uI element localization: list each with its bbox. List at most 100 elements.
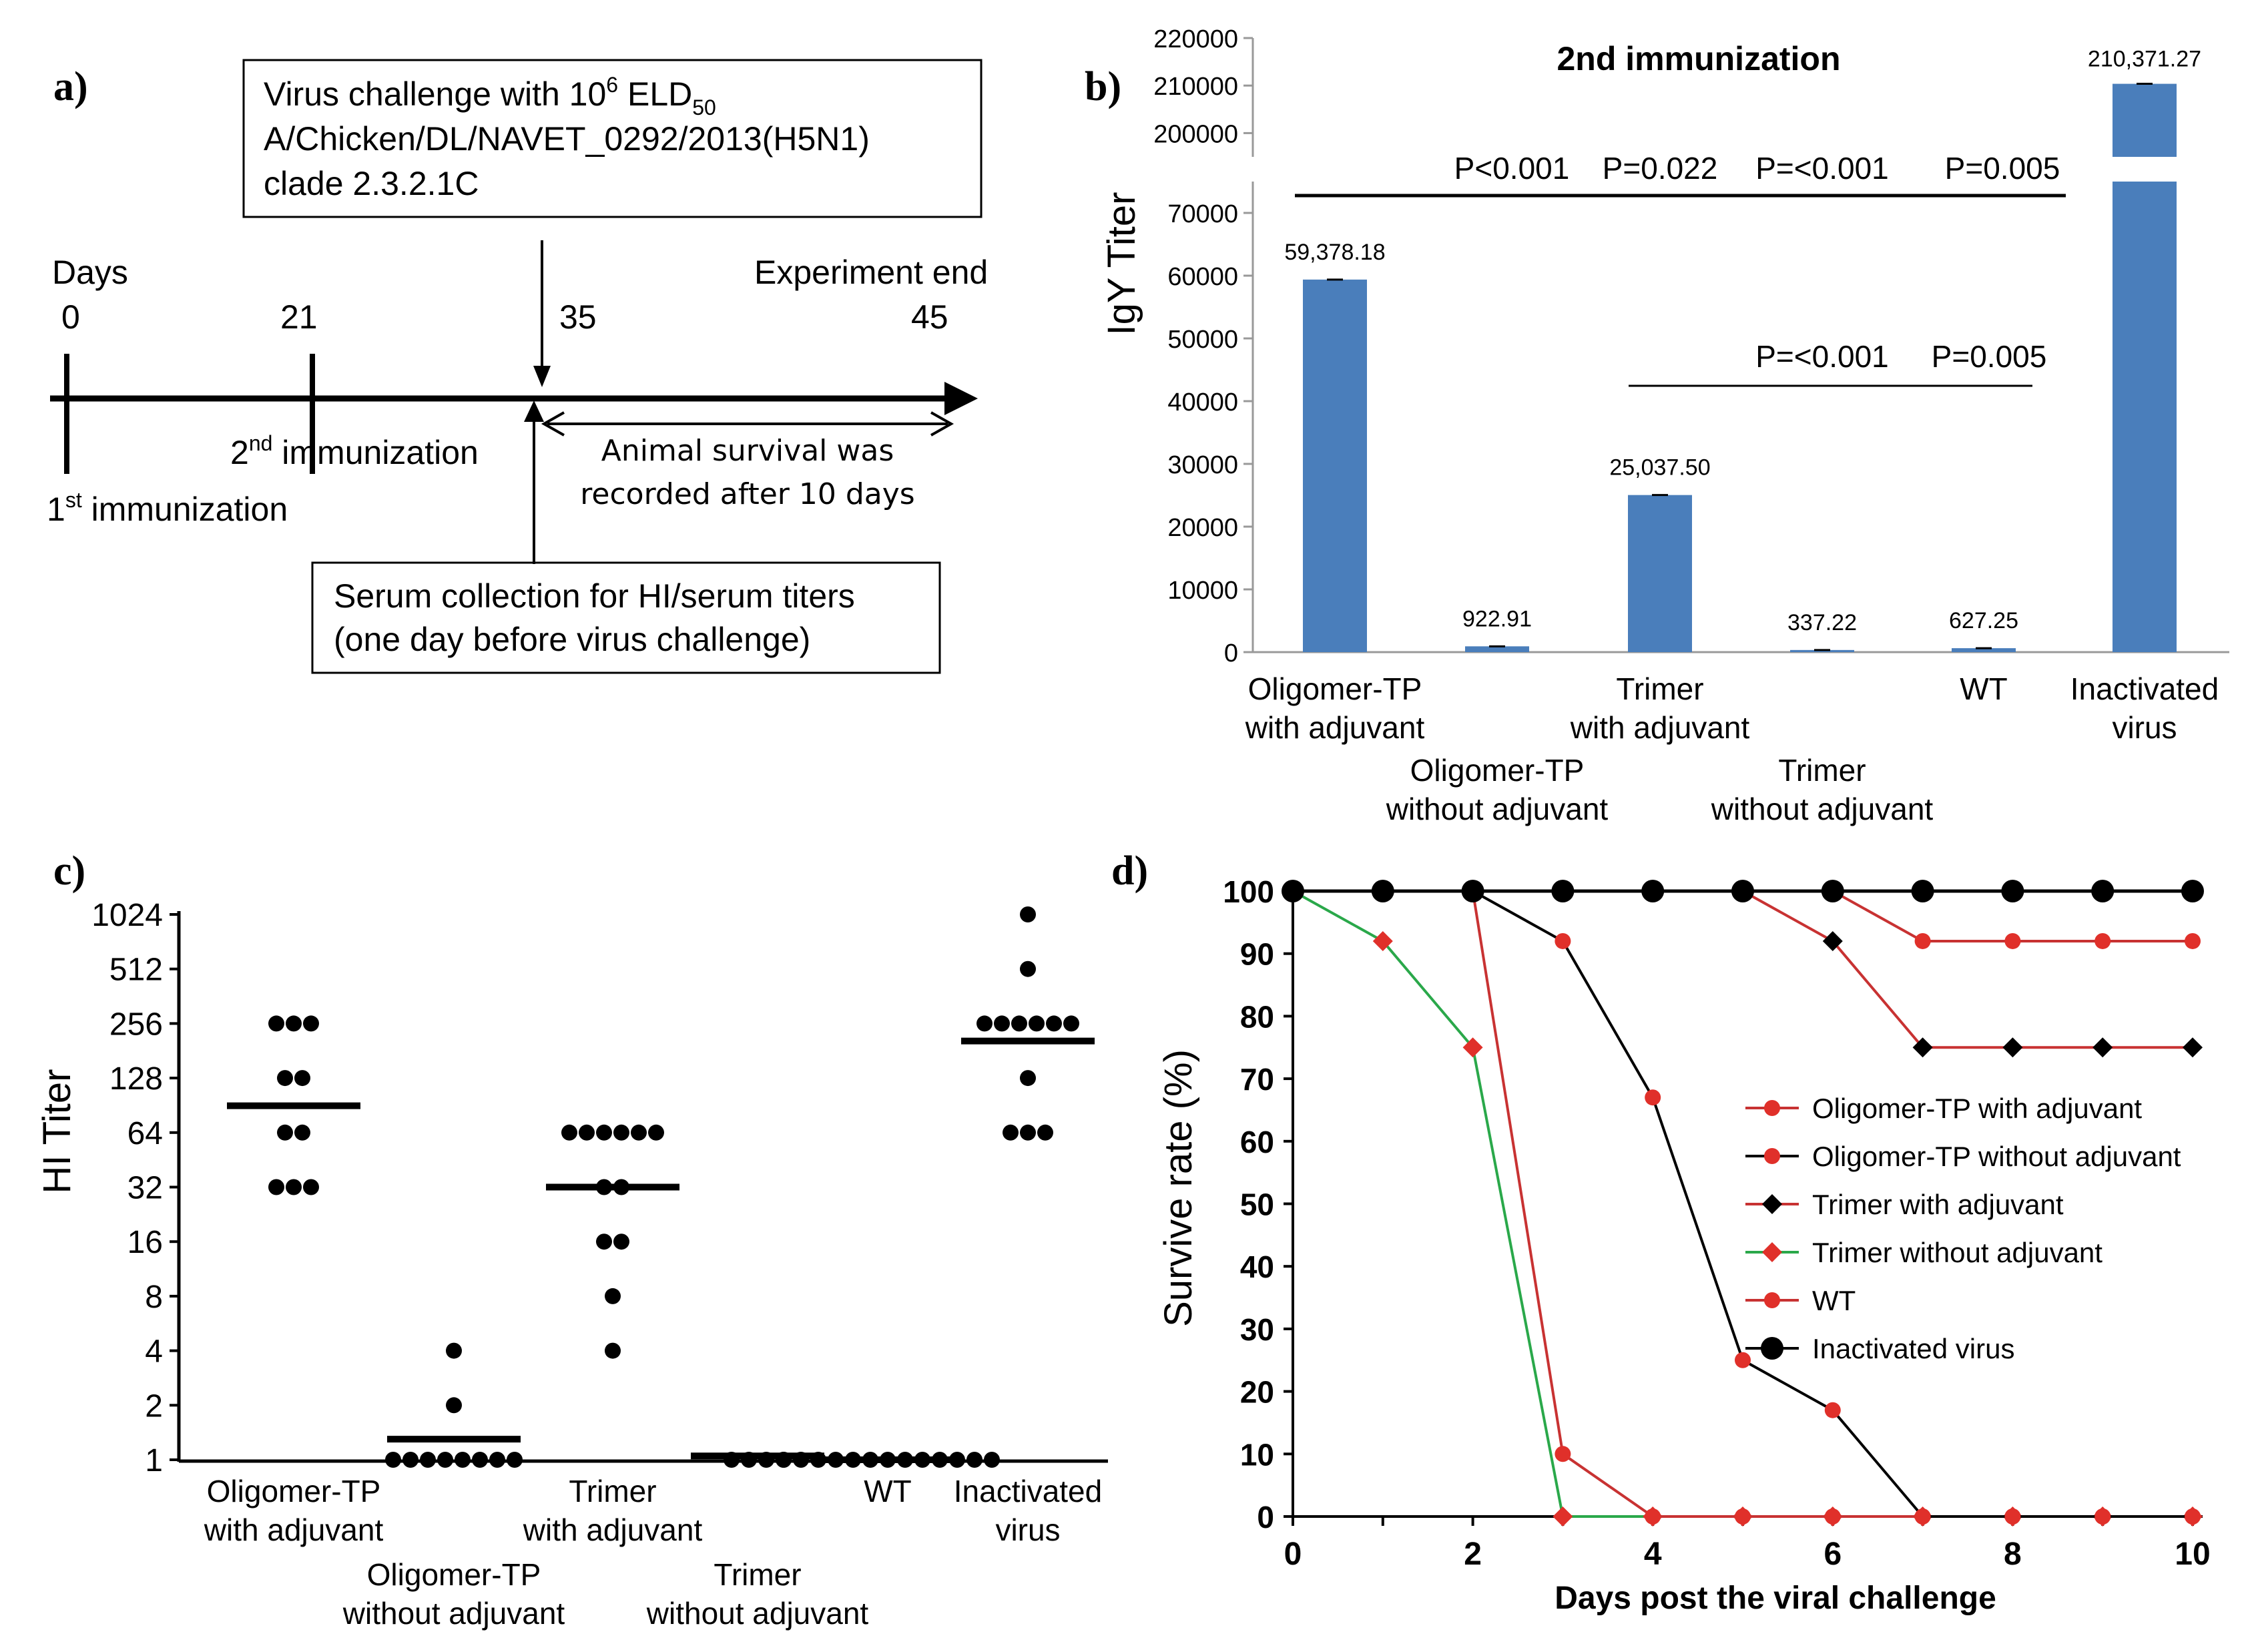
panel-d-y-tick-label: 30 [1240, 1312, 1274, 1347]
p-value-top-1: P<0.001 [1454, 151, 1570, 186]
hi-titer-point [613, 1233, 629, 1250]
series-point-5 [1461, 880, 1484, 902]
panel-c-y-ticks: 1 2 4 8 16 32 64 128 256 512 1024 [91, 898, 179, 1478]
hi-titer-point [1020, 1070, 1036, 1087]
panel-d-x-tick-label: 10 [2175, 1537, 2210, 1572]
panel-c-y-tick-label: 1 [145, 1443, 163, 1478]
panel-c-y-tick-label: 4 [145, 1334, 163, 1370]
hi-titer-point [613, 1124, 629, 1141]
panel-d-axes [1292, 884, 2203, 1518]
hi-titer-point [1003, 1124, 1019, 1141]
series-line-1 [1293, 890, 2193, 1518]
panel-d-legend: Oligomer-TP with adjuvant Oligomer-TP wit… [1745, 1093, 2181, 1364]
panel-c-ylabel: HI Titer [35, 1069, 79, 1194]
series-point-0 [1914, 932, 1931, 949]
series-point-5 [2091, 880, 2115, 902]
hi-titer-point [286, 1015, 302, 1032]
panel-d-x-tick-label: 2 [1464, 1537, 1482, 1572]
panel-c-y-tick-label: 256 [109, 1007, 163, 1042]
serum-line-2: (one day before virus challenge) [334, 621, 810, 658]
hi-titer-point [1020, 1124, 1036, 1141]
series-point-4 [1555, 1446, 1571, 1462]
panel-b-y-tick-label: 20000 [1167, 514, 1238, 542]
series-5 [1282, 880, 2204, 902]
panel-b-y-tick-label: 60000 [1167, 263, 1238, 291]
panel-a-timeline: Virus challenge with 106 ELD50 A/Chicken… [47, 59, 988, 674]
hi-titer-point [277, 1070, 293, 1087]
panel-b-x-label-line1: Trimer [1778, 753, 1866, 788]
series-point-3 [1372, 930, 1393, 951]
panel-d-y-tick-label: 100 [1223, 874, 1274, 909]
panel-c-x-label-line1: Oligomer-TP [207, 1474, 381, 1508]
series-point-1 [1824, 1402, 1841, 1418]
series-point-5 [1641, 880, 1665, 902]
series-point-2 [2002, 1037, 2023, 1058]
p-value-top-4: P=0.005 [1945, 151, 2060, 186]
series-point-1 [1914, 1508, 1931, 1525]
panel-b-x-label-line2: without adjuvant [1711, 792, 1934, 826]
panel-d-line-chart: Survive rate (%) Days post the viral cha… [1157, 874, 2211, 1616]
hi-titer-point [605, 1288, 621, 1304]
panel-c-y-tick-label: 64 [127, 1116, 163, 1151]
panel-b-value-labels: 59,378.18 922.91 25,037.50 337.22 627.25 210,… [1284, 47, 2201, 635]
hi-titer-point [446, 1342, 462, 1359]
hi-titer-point [402, 1452, 418, 1468]
serum-line-1: Serum collection for HI/serum titers [334, 577, 855, 615]
panel-c-y-tick-label: 2 [145, 1388, 163, 1424]
series-point-0 [2185, 932, 2201, 949]
series-point-1 [1645, 1089, 1661, 1106]
panel-b-x-label-line2: with adjuvant [1245, 710, 1425, 745]
hi-titer-point [489, 1452, 505, 1468]
hi-titer-point [1046, 1015, 1062, 1032]
hi-titer-point [596, 1233, 612, 1250]
series-line-2 [1293, 890, 2193, 1049]
day-35-label: 35 [559, 298, 597, 336]
panel-c-x-labels: Oligomer-TP with adjuvant Oligomer-TP witho… [204, 1474, 1102, 1631]
panel-c-y-tick-label: 8 [145, 1280, 163, 1315]
bar-5-upper [2113, 83, 2177, 157]
panel-b-x-label-line1: Inactivated [2070, 671, 2219, 706]
series-point-2 [2092, 1037, 2113, 1058]
legend-marker-5 [1761, 1337, 1783, 1360]
series-point-0 [2094, 932, 2111, 949]
series-point-5 [1731, 880, 1754, 902]
panel-c-y-tick-label: 512 [109, 952, 163, 988]
panel-c-x-label-line2: with adjuvant [523, 1512, 703, 1547]
challenge-arrowhead [533, 366, 551, 387]
series-point-5 [2181, 880, 2204, 902]
panel-label-d: d) [1111, 848, 1148, 894]
hi-titer-point [277, 1124, 293, 1141]
timeline-arrowhead [944, 382, 978, 415]
panel-c-x-label-line2: without adjuvant [342, 1596, 565, 1631]
day-0-label: 0 [61, 298, 80, 336]
hi-titer-point [976, 1015, 993, 1032]
panel-b-x-labels: Oligomer-TP with adjuvant Oligomer-TP witho… [1245, 671, 2219, 826]
bar-value-label-0: 59,378.18 [1284, 240, 1385, 265]
hi-titer-point [994, 1015, 1010, 1032]
series-3 [1283, 881, 2203, 1527]
hi-titer-point [455, 1452, 471, 1468]
bar-3 [1790, 649, 1854, 652]
panel-c-means [227, 1037, 1095, 1463]
panel-d-y-tick-label: 10 [1240, 1437, 1274, 1472]
panel-d-y-tick-label: 40 [1240, 1250, 1274, 1284]
series-point-2 [1912, 1037, 1933, 1058]
hi-titer-point [268, 1015, 284, 1032]
panel-b-bars [1303, 83, 2177, 652]
panel-b-x-label-line2: virus [2112, 710, 2177, 745]
hi-titer-point [561, 1124, 577, 1141]
legend-marker-1 [1764, 1148, 1780, 1164]
panel-d-y-tick-label: 90 [1240, 937, 1274, 972]
experiment-end-label: Experiment end [754, 254, 988, 291]
panel-b-y-tick-label: 50000 [1167, 326, 1238, 354]
panel-d-x-tick-label: 6 [1824, 1537, 1842, 1572]
series-2 [1283, 881, 2203, 1058]
day-45-label: 45 [911, 298, 948, 336]
hi-titer-point [472, 1452, 488, 1468]
hi-titer-point [294, 1124, 310, 1141]
survival-note-line-1: Animal survival was [601, 434, 894, 468]
hi-titer-point [596, 1124, 612, 1141]
panel-c-x-label-line2: with adjuvant [204, 1512, 384, 1547]
legend-marker-2 [1762, 1194, 1782, 1214]
